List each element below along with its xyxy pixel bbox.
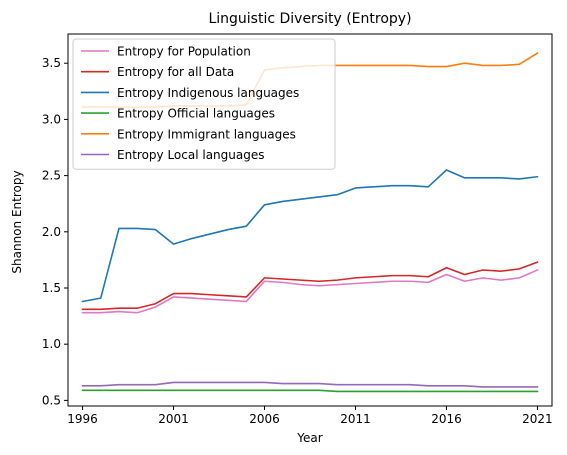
x-tick-label: 2011 [340,412,371,426]
legend-entry-0: Entropy for Population [117,45,251,59]
series-line-5 [81,381,539,388]
series-line-2 [81,169,539,303]
legend-entry-2: Entropy Indigenous languages [117,86,299,100]
y-tick-label: 1.5 [42,281,61,295]
series-line-1 [81,261,539,311]
legend-entry-1: Entropy for all Data [117,65,234,79]
chart-title: Linguistic Diversity (Entropy) [208,11,411,27]
x-tick-label: 2016 [431,412,462,426]
y-tick-label: 1.0 [42,337,61,351]
y-axis-ticks: 0.5 1.0 1.5 2.0 2.5 3.0 3.5 [42,56,68,407]
series-line-0 [81,268,539,314]
x-tick-label: 2021 [522,412,553,426]
legend: Entropy for Population Entropy for all Da… [72,38,336,170]
x-tick-label: 1996 [67,412,98,426]
legend-entry-3: Entropy Official languages [117,107,275,121]
y-tick-label: 3.5 [42,56,61,70]
x-axis-ticks: 1996 2001 2006 2011 2016 2021 [67,406,553,426]
y-tick-label: 2.0 [42,225,61,239]
y-tick-label: 3.0 [42,112,61,126]
y-axis-label: Shannon Entropy [10,170,24,273]
legend-entry-4: Entropy Immigrant languages [117,127,296,141]
x-tick-label: 2001 [158,412,189,426]
plot-frame [67,33,553,407]
legend-entry-5: Entropy Local languages [117,148,264,162]
series-line-3 [81,389,539,393]
plot-area: 1996 2001 2006 2011 2016 2021 0.5 1.0 1.5 2.0 2.5… [42,33,553,426]
x-tick-label: 2006 [249,412,280,426]
y-tick-label: 2.5 [42,169,61,183]
y-tick-label: 0.5 [42,393,61,407]
x-axis-label: Year [296,431,322,445]
legend-box [72,38,336,170]
